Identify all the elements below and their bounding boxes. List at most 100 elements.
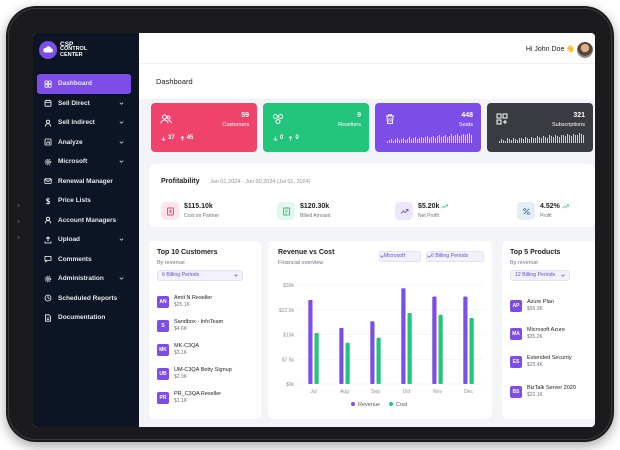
sidebar-item-analyze[interactable]: Analyze: [37, 133, 131, 153]
sidebar-item-upload[interactable]: Upload: [37, 230, 131, 250]
resellers-card[interactable]: 9 Resellers 0 0: [263, 103, 369, 152]
bar-revenue-dec[interactable]: [463, 296, 468, 384]
sidebar-item-dashboard[interactable]: Dashboard: [37, 74, 131, 94]
sidebar-item-account-managers[interactable]: Account Managers: [37, 211, 131, 231]
chart-period-select[interactable]: 6 Billing Periods: [426, 251, 484, 262]
y-tick-label: $7.5k: [282, 357, 295, 363]
sparkline-bar: [511, 140, 512, 143]
sidebar-item-scheduled-reports[interactable]: Scheduled Reports: [37, 289, 131, 309]
sidebar-item-comments[interactable]: Comments: [37, 250, 131, 270]
x-tick-label: Dec: [464, 389, 473, 395]
sparkline-bar: [403, 138, 404, 143]
sidebar-item-sell-indirect[interactable]: Sell Indirect: [37, 113, 131, 133]
revenue-cost-chart: $0k $7.5k $15k $22.5k $30k Jul Aug Sep Oct Nov Dec…: [279, 283, 484, 408]
sparkline-bar: [463, 134, 464, 143]
chevron-down-icon: [119, 160, 124, 163]
bar-cost-oct[interactable]: [407, 313, 412, 384]
apps-icon: [496, 113, 508, 125]
list-item-name: UM-C3QA Betty Signup: [174, 367, 232, 373]
x-tick-label: Jul: [310, 389, 316, 395]
top-products-title: Top 5 Products: [510, 249, 561, 256]
x-tick-label: Aug: [340, 389, 349, 395]
comment-icon: [43, 255, 52, 264]
bar-revenue-jul[interactable]: [308, 299, 313, 384]
sparkline-bar: [425, 137, 426, 143]
subscriptions-card[interactable]: 321 Subscriptions: [487, 103, 593, 152]
customers-period-select[interactable]: 6 Billing Periods: [157, 270, 243, 281]
sparkline-bar: [553, 137, 554, 143]
bar-cost-sep[interactable]: [376, 337, 381, 384]
sparkline-bar: [523, 139, 524, 143]
kpi-value: $5.20k: [418, 203, 449, 210]
list-item[interactable]: PR PR_C3QA Reseller $1.1K: [157, 391, 221, 404]
bar-revenue-sep[interactable]: [370, 321, 375, 384]
legend-marker-cost: [389, 402, 393, 406]
sparkline-bar: [409, 137, 410, 143]
sidebar-item-administration[interactable]: Administration: [37, 269, 131, 289]
arrow-up-icon: [180, 135, 185, 140]
sparkline-bar: [467, 134, 468, 143]
sidebar-item-label: Price Lists: [58, 197, 91, 205]
list-item[interactable]: AN Amit N Reseller $25.1K: [157, 295, 212, 308]
sparkline-bar: [569, 135, 570, 143]
chart-period-value: 6 Billing Periods: [431, 253, 469, 259]
sparkline-bar: [429, 138, 430, 143]
list-item-name: Sandbox - InfoTeam: [174, 319, 224, 325]
sidebar-item-label: Renewal Manager: [58, 177, 113, 185]
y-tick-label: $30k: [283, 283, 294, 289]
trend-icon: [395, 202, 413, 220]
list-item[interactable]: BS BizTalk Server 2020 $22.1K: [510, 385, 576, 398]
bar-cost-jul[interactable]: [314, 332, 319, 384]
sparkline-bar: [573, 134, 574, 143]
list-item-text: Extended Security $25.4K: [527, 355, 572, 368]
document-icon: [43, 313, 52, 322]
customers-up-count: 45: [186, 135, 194, 141]
bar-cost-dec[interactable]: [469, 318, 474, 384]
list-item[interactable]: UB UM-C3QA Betty Signup $2.0K: [157, 367, 232, 380]
sparkline-bar: [411, 139, 412, 143]
list-item-text: MK-C3QA $3.1K: [174, 343, 199, 356]
sidebar-item-microsoft[interactable]: Microsoft: [37, 152, 131, 172]
legend-label-cost[interactable]: Cost: [396, 402, 408, 408]
legend-label-revenue[interactable]: Revenue: [358, 402, 380, 408]
list-item-name: Azure Plan: [527, 299, 554, 305]
sparkline-bar: [433, 136, 434, 143]
sparkline-bar: [581, 134, 582, 143]
app-logo[interactable]: CSP CONTROL CENTER: [39, 41, 87, 59]
sparkline-bar: [555, 135, 556, 143]
provider-select[interactable]: Microsoft: [379, 251, 421, 262]
list-item-name: Microsoft Azure: [527, 327, 565, 333]
envelope-icon: [43, 177, 52, 186]
sparkline-bar: [445, 135, 446, 143]
seats-card[interactable]: 448 Seats: [375, 103, 481, 152]
sparkline-bar: [443, 136, 444, 143]
list-item-text: UM-C3QA Betty Signup $2.0K: [174, 367, 232, 380]
sidebar-item-price-lists[interactable]: Price Lists: [37, 191, 131, 211]
bar-revenue-oct[interactable]: [401, 288, 406, 384]
avatar[interactable]: [577, 42, 593, 58]
bar-cost-nov[interactable]: [438, 314, 443, 384]
list-item[interactable]: MK MK-C3QA $3.1K: [157, 343, 199, 356]
bar-cost-aug[interactable]: [345, 342, 350, 384]
bar-revenue-nov[interactable]: [432, 296, 437, 384]
products-period-select[interactable]: 12 Billing Periods: [510, 270, 570, 281]
sparkline-bar: [437, 136, 438, 143]
invoice-icon: [161, 202, 179, 220]
customers-card[interactable]: 59 Customers 37 45: [151, 103, 257, 152]
kpi-value-text: 4.52%: [540, 203, 560, 210]
user-icon: [43, 118, 52, 127]
sidebar-item-label: Dashboard: [58, 80, 92, 88]
sparkline-bar: [547, 138, 548, 143]
list-item[interactable]: MA Microsoft Azure $35.2K: [510, 327, 565, 340]
list-item[interactable]: S Sandbox - InfoTeam $4.6K: [157, 319, 223, 332]
trend-up-icon: [562, 204, 569, 209]
bar-revenue-aug[interactable]: [339, 327, 344, 384]
sidebar-item-sell-direct[interactable]: Sell Direct: [37, 94, 131, 114]
list-item-value: $1.1K: [174, 398, 188, 404]
list-item-name: BizTalk Server 2020: [527, 385, 576, 391]
list-item[interactable]: ES Extended Security $25.4K: [510, 355, 572, 368]
list-item[interactable]: AP Azure Plan $55.3K: [510, 299, 554, 312]
sidebar-item-renewal-manager[interactable]: Renewal Manager: [37, 172, 131, 192]
sidebar-item-documentation[interactable]: Documentation: [37, 308, 131, 328]
kpi-value-text: $5.20k: [418, 203, 440, 210]
